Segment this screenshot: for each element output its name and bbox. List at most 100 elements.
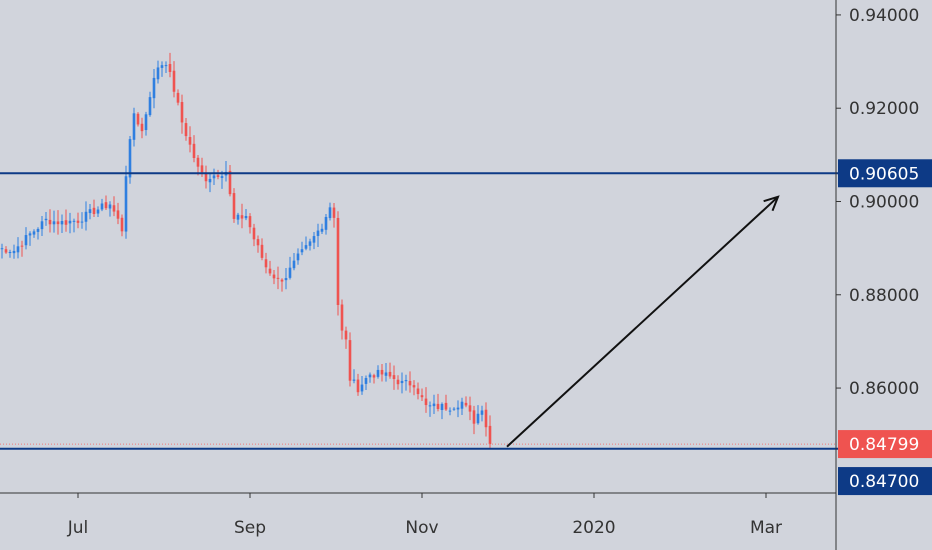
candle-body bbox=[452, 408, 456, 410]
price-axis[interactable]: 0.94000 0.92000 0.90000 0.88000 0.86000 bbox=[836, 6, 919, 399]
candle-body bbox=[308, 241, 312, 246]
candle-body bbox=[164, 65, 168, 67]
candle-series bbox=[0, 52, 492, 448]
candle bbox=[404, 374, 408, 391]
candle-body bbox=[300, 249, 304, 253]
candle-body bbox=[448, 410, 452, 412]
candle bbox=[144, 111, 148, 136]
candle-body bbox=[436, 403, 440, 409]
candle-body bbox=[20, 245, 24, 247]
candle bbox=[340, 299, 344, 340]
candle bbox=[244, 209, 248, 221]
candle-body bbox=[196, 157, 200, 167]
candle-body bbox=[272, 274, 276, 279]
candle bbox=[40, 216, 44, 237]
candle bbox=[280, 278, 284, 292]
candle-body bbox=[348, 340, 352, 381]
candle bbox=[372, 373, 376, 384]
candle bbox=[184, 118, 188, 141]
x-tick-label: Sep bbox=[234, 518, 266, 538]
candle bbox=[460, 397, 464, 415]
candle bbox=[284, 267, 288, 290]
candle bbox=[196, 155, 200, 176]
candle-body bbox=[464, 402, 468, 406]
candle-body bbox=[444, 402, 448, 410]
candle bbox=[480, 405, 484, 422]
candle bbox=[132, 107, 136, 147]
current-price-badge-text: 0.84799 bbox=[849, 435, 919, 455]
x-tick-label: Nov bbox=[405, 518, 438, 538]
candle-body bbox=[280, 279, 284, 282]
candle-body bbox=[120, 217, 124, 232]
candle-body bbox=[476, 413, 480, 424]
candle-body bbox=[132, 113, 136, 140]
candle-body bbox=[212, 175, 216, 179]
candle bbox=[28, 231, 32, 246]
candle bbox=[56, 210, 60, 235]
candle-body bbox=[304, 245, 308, 249]
candle bbox=[416, 382, 420, 400]
candle-body bbox=[372, 375, 376, 378]
candle bbox=[108, 201, 112, 217]
candle-body bbox=[376, 369, 380, 377]
candle bbox=[408, 371, 412, 393]
candle bbox=[276, 266, 280, 290]
y-tick-label: 0.92000 bbox=[849, 99, 919, 119]
candle bbox=[432, 394, 436, 414]
candle bbox=[228, 164, 232, 197]
candle bbox=[176, 89, 180, 106]
horizontal-levels[interactable] bbox=[0, 172, 932, 450]
arrow-shaft[interactable] bbox=[506, 196, 779, 448]
candle bbox=[260, 238, 264, 261]
candle-body bbox=[52, 221, 56, 225]
candle bbox=[164, 61, 168, 74]
candle-body bbox=[288, 267, 292, 278]
candle-body bbox=[312, 236, 316, 243]
candle bbox=[92, 199, 96, 217]
candle-body bbox=[116, 210, 120, 219]
candle bbox=[128, 136, 132, 184]
candle-body bbox=[168, 64, 172, 72]
projection-arrow[interactable] bbox=[506, 195, 780, 448]
candle bbox=[256, 235, 260, 253]
candle-body bbox=[16, 246, 20, 253]
time-axis[interactable]: Jul Sep Nov 2020 Mar bbox=[67, 493, 782, 538]
candle bbox=[36, 227, 40, 240]
candle-body bbox=[184, 123, 188, 137]
candle-body bbox=[88, 209, 92, 214]
candle bbox=[48, 209, 52, 233]
candle bbox=[180, 94, 184, 134]
axes bbox=[0, 0, 837, 550]
candle bbox=[356, 373, 360, 396]
candle bbox=[464, 396, 468, 408]
level-badge-upper-text: 0.90605 bbox=[849, 164, 919, 184]
candle bbox=[292, 252, 296, 271]
candle-body bbox=[296, 253, 300, 261]
candle bbox=[312, 232, 316, 250]
candle-body bbox=[424, 398, 428, 406]
candle-body bbox=[440, 403, 444, 411]
candle-body bbox=[356, 379, 360, 393]
candle bbox=[156, 60, 160, 84]
candle-body bbox=[140, 123, 144, 132]
candle bbox=[44, 212, 48, 226]
candle bbox=[96, 206, 100, 217]
candle-body bbox=[264, 259, 268, 268]
candle bbox=[252, 223, 256, 247]
candle bbox=[20, 240, 24, 257]
candle bbox=[140, 117, 144, 139]
candle bbox=[396, 375, 400, 390]
candle bbox=[32, 229, 36, 238]
candle bbox=[76, 212, 80, 229]
candle-body bbox=[388, 371, 392, 377]
candle bbox=[424, 387, 428, 413]
y-tick-label: 0.94000 bbox=[849, 6, 919, 26]
candle bbox=[336, 211, 340, 316]
candle-body bbox=[32, 231, 36, 235]
candle bbox=[376, 365, 380, 379]
candle-body bbox=[416, 388, 420, 395]
candle-body bbox=[12, 250, 16, 254]
candle-body bbox=[332, 207, 336, 218]
candle bbox=[320, 223, 324, 234]
